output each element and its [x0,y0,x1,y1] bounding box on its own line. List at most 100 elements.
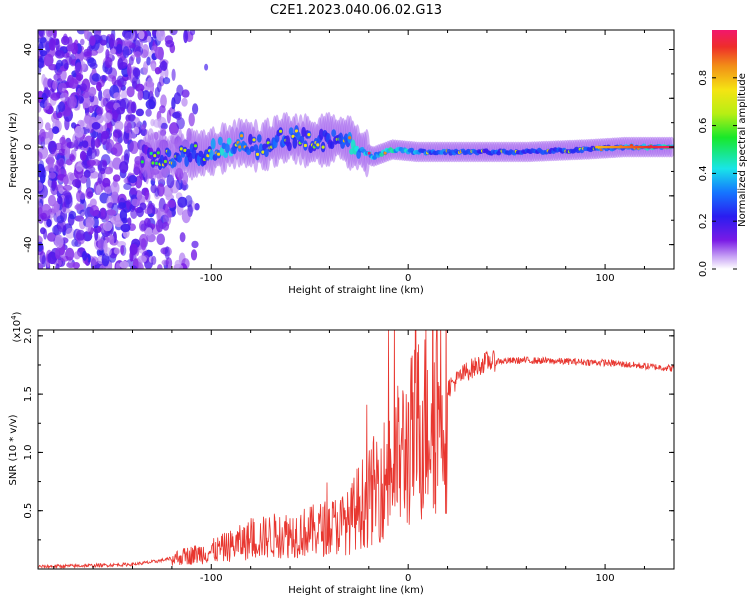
heatmap-cell [611,145,614,149]
heatmap-cell [114,220,124,228]
heatmap-cell [189,30,196,36]
y-tick-label: -20 [23,188,34,204]
heatmap-cell [261,150,265,154]
heatmap-cell [626,145,629,149]
heatmap-cell [102,177,111,188]
x-tick-label: 0 [405,573,411,584]
heatmap-cell [89,35,96,46]
heatmap-cell [126,63,132,77]
heatmap-cell [633,145,636,149]
heatmap-cell [96,81,102,92]
snr-x-ticks: -100 0 100 [53,330,645,584]
heatmap-cell [46,153,55,168]
heatmap-cell [648,145,651,149]
heatmap-cell [136,206,145,218]
heatmap-cell [86,159,97,166]
heatmap-cell [198,150,204,157]
heatmap-cell [77,94,84,104]
heatmap-cell [191,240,199,249]
heatmap-cell [116,43,123,54]
heatmap-cell [110,118,116,127]
heatmap-cell [181,97,188,107]
heatmap-cell [95,113,104,124]
heatmap-cell [89,49,98,56]
heatmap-cell [73,251,81,260]
heatmap-cell [166,149,172,158]
heatmap-cell [129,243,138,255]
heatmap-cell [45,30,54,38]
heatmap-cell [158,197,166,212]
heatmap-cell [629,145,633,149]
heatmap-cell [318,128,324,141]
heatmap-cell [165,257,173,269]
heatmap-cell [122,40,133,47]
heatmap-cell [94,138,101,148]
heatmap-cell [88,86,97,97]
heatmap-cell [160,94,167,108]
heatmap-cell [162,77,171,85]
heatmap-cell [59,159,64,169]
heatmap-cell [299,135,305,144]
heatmap-cell [132,67,141,78]
heatmap-cell [153,118,162,128]
heatmap-cell [54,50,65,59]
heatmap-cell [82,90,90,99]
figure-title: C2E1.2023.040.06.02.G13 [270,3,442,18]
heatmap-cell [663,145,666,149]
heatmap-cell [68,210,77,220]
spectrogram-x-ticks: -100 0 100 [53,30,645,284]
spectrogram-panel: -100 0 100 40 20 0 -20 -40 Height of straight … [8,29,675,296]
heatmap-cell [79,150,87,161]
heatmap-cell [303,143,307,148]
heatmap-cell [321,145,325,149]
spectrogram-x-label: Height of straight line (km) [288,285,424,296]
heatmap-cell [55,38,60,52]
heatmap-cell [50,92,61,101]
heatmap-cell [145,99,156,110]
heatmap-cell [151,161,155,165]
heatmap-cell [177,155,183,163]
heatmap-cell [133,162,140,176]
heatmap-cell [88,105,94,114]
heatmap-cell [52,80,58,90]
x-tick-label: 0 [405,273,411,284]
heatmap-cell [124,119,132,134]
heatmap-cell [90,136,96,150]
heatmap-cell [57,68,67,82]
heatmap-cell [104,112,111,124]
heatmap-cell [372,155,377,160]
heatmap-cell [179,147,183,151]
heatmap-cell [71,122,77,129]
heatmap-cell [110,48,117,55]
snr-y-label: SNR (10 * v/v) [8,414,19,485]
heatmap-cell [163,159,167,164]
heatmap-cell [140,124,146,131]
heatmap-cell [104,247,112,257]
heatmap-cell [59,92,69,102]
heatmap-cell [642,145,645,149]
heatmap-cell [80,175,88,184]
heatmap-cell [348,136,352,140]
heatmap-cell [56,215,65,224]
colorbar-label: Normalized spectral amplitude [737,73,748,227]
heatmap-cell [124,153,130,166]
heatmap-cell [159,105,166,114]
heatmap-cell [65,227,75,239]
heatmap-cell [117,57,124,70]
heatmap-cell [210,138,216,150]
heatmap-cell [97,238,105,251]
heatmap-cell [38,41,44,53]
heatmap-cell [628,145,631,149]
heatmap-cell [249,146,255,153]
heatmap-cell [151,63,157,72]
x-tick-label: -100 [200,573,223,584]
heatmap-cell [135,83,145,93]
colorbar-tick-label: 0.0 [698,261,709,277]
heatmap-cell [176,117,185,130]
heatmap-cell [86,191,94,198]
heatmap-cell [151,255,157,265]
heatmap-cell [99,192,109,204]
heatmap-cell [294,129,299,133]
heatmap-cell [115,262,121,269]
